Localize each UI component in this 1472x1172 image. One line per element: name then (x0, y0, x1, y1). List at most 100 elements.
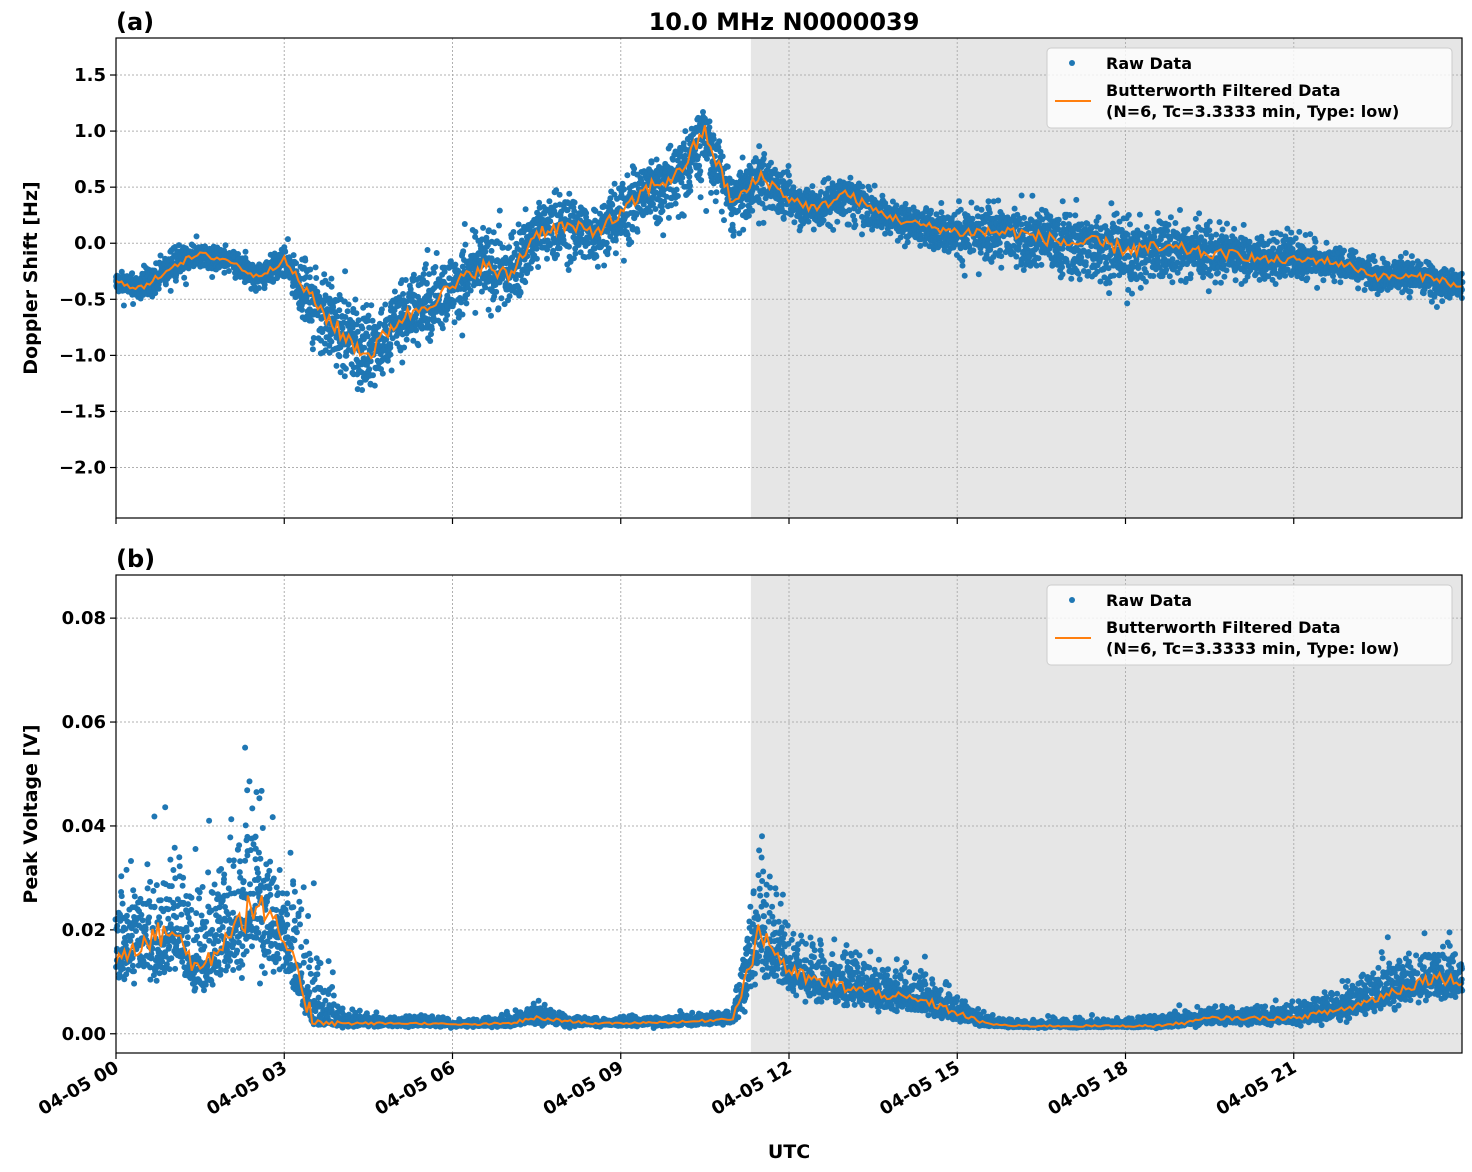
raw-data-point (652, 206, 659, 212)
raw-data-point (444, 312, 451, 319)
raw-data-point (745, 212, 752, 219)
raw-data-point (441, 264, 448, 271)
raw-data-point (441, 268, 448, 275)
raw-data-point (680, 212, 687, 219)
raw-data-point (698, 177, 705, 184)
raw-data-point (1223, 267, 1230, 274)
raw-data-point (834, 218, 841, 225)
raw-data-point (337, 369, 344, 376)
raw-data-point (1060, 220, 1067, 227)
raw-data-point (361, 344, 368, 351)
raw-data-point (1192, 215, 1199, 222)
raw-data-point (1208, 234, 1215, 241)
raw-data-point (556, 245, 563, 252)
raw-data-point (1224, 220, 1230, 227)
raw-data-point (1169, 279, 1176, 286)
raw-data-point (307, 266, 314, 273)
raw-data-point (309, 346, 316, 353)
raw-data-point (430, 269, 437, 276)
raw-data-point (533, 255, 540, 262)
raw-data-point (847, 174, 854, 181)
raw-data-point (859, 183, 866, 190)
raw-data-point (687, 168, 694, 174)
raw-data-point (336, 307, 343, 314)
raw-data-point (423, 280, 430, 287)
raw-data-point (336, 353, 343, 360)
raw-data-point (517, 288, 524, 295)
raw-data-point (376, 320, 383, 327)
raw-data-point (334, 313, 341, 320)
raw-data-point (1076, 276, 1083, 283)
raw-data-point (190, 243, 197, 249)
raw-data-point (601, 262, 608, 269)
raw-data-point (986, 209, 993, 216)
raw-data-point (222, 242, 229, 249)
raw-data-point (515, 221, 522, 228)
raw-data-point (1200, 274, 1207, 281)
raw-data-point (459, 332, 466, 339)
raw-data-point (756, 143, 763, 150)
raw-data-point (313, 275, 320, 281)
raw-data-series (113, 109, 1466, 393)
raw-data-point (400, 291, 407, 297)
raw-data-point (459, 311, 466, 318)
raw-data-point (282, 248, 289, 255)
raw-data-point (768, 159, 774, 166)
raw-data-point (985, 198, 992, 205)
raw-data-point (809, 183, 816, 190)
raw-data-point (621, 186, 627, 193)
raw-data-point (703, 208, 710, 214)
raw-data-point (687, 182, 693, 189)
raw-data-point (544, 255, 550, 262)
raw-data-point (1221, 273, 1228, 280)
raw-data-point (571, 199, 578, 206)
raw-data-point (508, 234, 515, 241)
raw-data-point (1055, 216, 1062, 223)
raw-data-point (1038, 261, 1045, 268)
y-tick-label: −2.0 (59, 458, 106, 479)
raw-data-point (1106, 279, 1113, 286)
raw-data-point (659, 207, 666, 214)
raw-data-point (1059, 245, 1066, 252)
raw-data-point (1207, 272, 1214, 279)
raw-data-point (969, 215, 976, 222)
raw-data-point (359, 387, 366, 393)
raw-data-point (387, 351, 394, 358)
raw-data-point (739, 154, 746, 161)
raw-data-point (413, 327, 420, 334)
raw-data-point (672, 200, 679, 207)
raw-data-point (495, 305, 502, 312)
raw-data-point (805, 218, 812, 225)
raw-data-point (565, 267, 572, 273)
raw-data-point (938, 209, 945, 216)
raw-data-point (462, 241, 469, 248)
raw-data-point (1187, 271, 1194, 278)
raw-data-point (1106, 290, 1113, 297)
raw-data-point (708, 189, 715, 196)
raw-data-point (977, 249, 984, 256)
raw-data-point (957, 206, 964, 213)
raw-data-point (480, 224, 487, 231)
raw-data-point (535, 264, 542, 270)
raw-data-point (830, 226, 837, 233)
raw-data-point (321, 271, 328, 278)
raw-data-point (724, 163, 731, 170)
raw-data-point (221, 269, 228, 276)
raw-data-point (463, 300, 470, 307)
raw-data-point (357, 379, 364, 386)
raw-data-point (152, 290, 159, 297)
raw-data-point (299, 306, 305, 313)
raw-data-point (1232, 277, 1239, 284)
raw-data-point (1011, 205, 1018, 212)
raw-data-point (682, 128, 689, 135)
raw-data-point (710, 136, 717, 142)
raw-data-point (488, 312, 494, 319)
raw-data-point (309, 340, 316, 346)
raw-data-point (155, 285, 162, 292)
raw-data-point (852, 222, 859, 228)
raw-data-point (1108, 200, 1115, 207)
raw-data-point (603, 239, 610, 246)
raw-data-point (328, 283, 335, 290)
raw-data-point (493, 288, 500, 295)
raw-data-point (660, 232, 667, 239)
